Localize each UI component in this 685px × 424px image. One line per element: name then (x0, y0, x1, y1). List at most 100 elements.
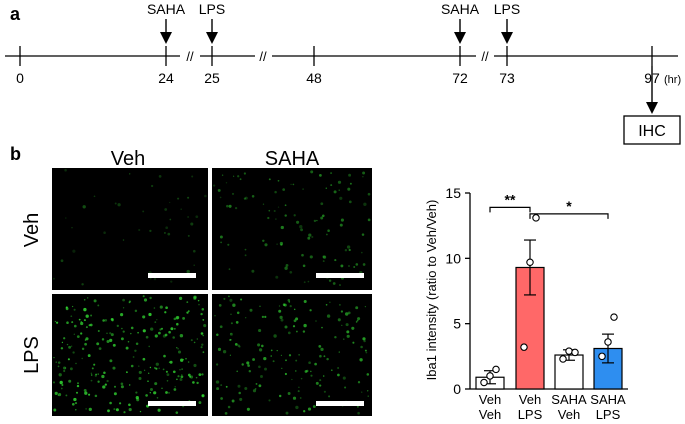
fluorescent-cell (130, 332, 132, 335)
fluorescent-cell (319, 174, 322, 177)
fluorescent-cell (346, 330, 350, 334)
fluorescent-cell (122, 298, 125, 302)
fluorescent-cell (182, 316, 186, 320)
fluorescent-cell (229, 298, 233, 302)
tick-label: 0 (16, 70, 24, 86)
fluorescent-cell (219, 235, 223, 239)
fluorescent-cell (261, 315, 265, 319)
fluorescent-cell (291, 378, 293, 381)
fluorescent-cell (307, 280, 310, 283)
fluorescent-cell (327, 229, 330, 232)
fluorescent-cell (357, 317, 361, 321)
fluorescent-cell (173, 327, 176, 330)
fluorescent-cell (158, 367, 160, 369)
fluorescent-cell (150, 278, 152, 280)
fluorescent-cell (220, 397, 223, 400)
fluorescent-cell (83, 299, 86, 301)
fluorescent-cell (313, 219, 317, 223)
fluorescent-cell (138, 365, 140, 367)
significance-brackets: ** * (489, 191, 609, 219)
fluorescent-cell (318, 345, 322, 348)
fluorescent-cell (83, 319, 86, 322)
significance-bracket (489, 206, 531, 213)
fluorescent-cell (58, 393, 62, 397)
fluorescent-cell (361, 233, 365, 236)
fluorescent-cell (225, 182, 228, 184)
fluorescent-cell (219, 196, 222, 199)
fluorescent-cell (309, 309, 312, 312)
fluorescent-cell (145, 394, 148, 397)
fluorescent-cell (166, 373, 170, 376)
fluorescent-cell (134, 349, 137, 353)
fluorescent-cell (292, 325, 296, 328)
fluorescent-cell (200, 312, 203, 316)
fluorescent-cell (348, 265, 350, 267)
fluorescent-cell (320, 202, 324, 206)
fluorescent-cell (302, 264, 306, 268)
fluorescent-cell (149, 366, 152, 369)
fluorescent-cell (122, 239, 125, 241)
fluorescent-cell (249, 308, 253, 312)
fluorescent-cell (149, 229, 152, 233)
fluorescent-cell (325, 187, 328, 189)
fluorescent-cell (173, 388, 177, 391)
fluorescent-cell (110, 318, 114, 321)
fluorescent-cell (106, 332, 108, 334)
fluorescent-cell (93, 195, 96, 198)
fluorescent-cell (367, 218, 371, 222)
x-tick-label-top: SAHA (590, 392, 626, 407)
fluorescent-cell (287, 299, 291, 302)
fluorescent-cell (231, 399, 235, 403)
fluorescent-cell (330, 369, 333, 372)
fluorescent-cell (189, 375, 192, 378)
row-label-lps: LPS (21, 336, 43, 374)
time-unit-label: (hr) (664, 74, 681, 86)
fluorescent-cell (299, 225, 303, 229)
fluorescent-cell (164, 311, 167, 314)
fluorescent-cell (155, 367, 158, 370)
fluorescent-cell (355, 321, 358, 323)
fluorescent-cell (104, 319, 108, 322)
fluorescent-cell (322, 255, 327, 259)
fluorescent-cell (329, 301, 331, 303)
fluorescent-cell (262, 203, 265, 205)
fluorescent-cell (109, 401, 112, 405)
fluorescent-cell (217, 188, 221, 192)
fluorescent-cell (112, 366, 116, 370)
fluorescent-cell (220, 241, 222, 244)
chart-bars (475, 239, 623, 390)
fluorescent-cell (80, 332, 83, 335)
fluorescent-cell (287, 331, 291, 335)
fluorescent-cell (362, 337, 366, 341)
fluorescent-cell (83, 388, 87, 392)
fluorescent-cell (293, 319, 297, 323)
fluorescent-cell (161, 327, 163, 330)
fluorescent-cell (166, 380, 169, 382)
significance-label: * (566, 198, 572, 214)
fluorescent-cell (125, 346, 129, 350)
fluorescent-cell (316, 219, 318, 222)
fluorescent-cell (130, 364, 134, 368)
fluorescent-cell (361, 251, 363, 254)
fluorescent-cell (248, 369, 252, 373)
fluorescent-cell (61, 384, 64, 386)
fluorescent-cell (246, 361, 250, 365)
fluorescent-cell (132, 356, 135, 358)
fluorescent-cell (362, 171, 366, 175)
fluorescent-cell (187, 196, 190, 199)
fluorescent-cell (130, 326, 134, 330)
fluorescent-cell (239, 397, 243, 401)
data-point (492, 365, 500, 374)
fluorescent-cell (280, 354, 283, 357)
arrowhead-icon (454, 32, 466, 44)
fluorescent-cell (213, 184, 216, 187)
fluorescent-cell (90, 374, 93, 376)
fluorescent-cell (240, 298, 243, 301)
fluorescent-cell (176, 378, 178, 381)
fluorescent-cell (179, 369, 181, 371)
fluorescent-cell (128, 301, 130, 304)
fluorescent-cell (298, 386, 300, 389)
fluorescent-cell (231, 192, 235, 195)
fluorescent-cell (338, 351, 340, 353)
fluorescent-cell (120, 385, 124, 389)
